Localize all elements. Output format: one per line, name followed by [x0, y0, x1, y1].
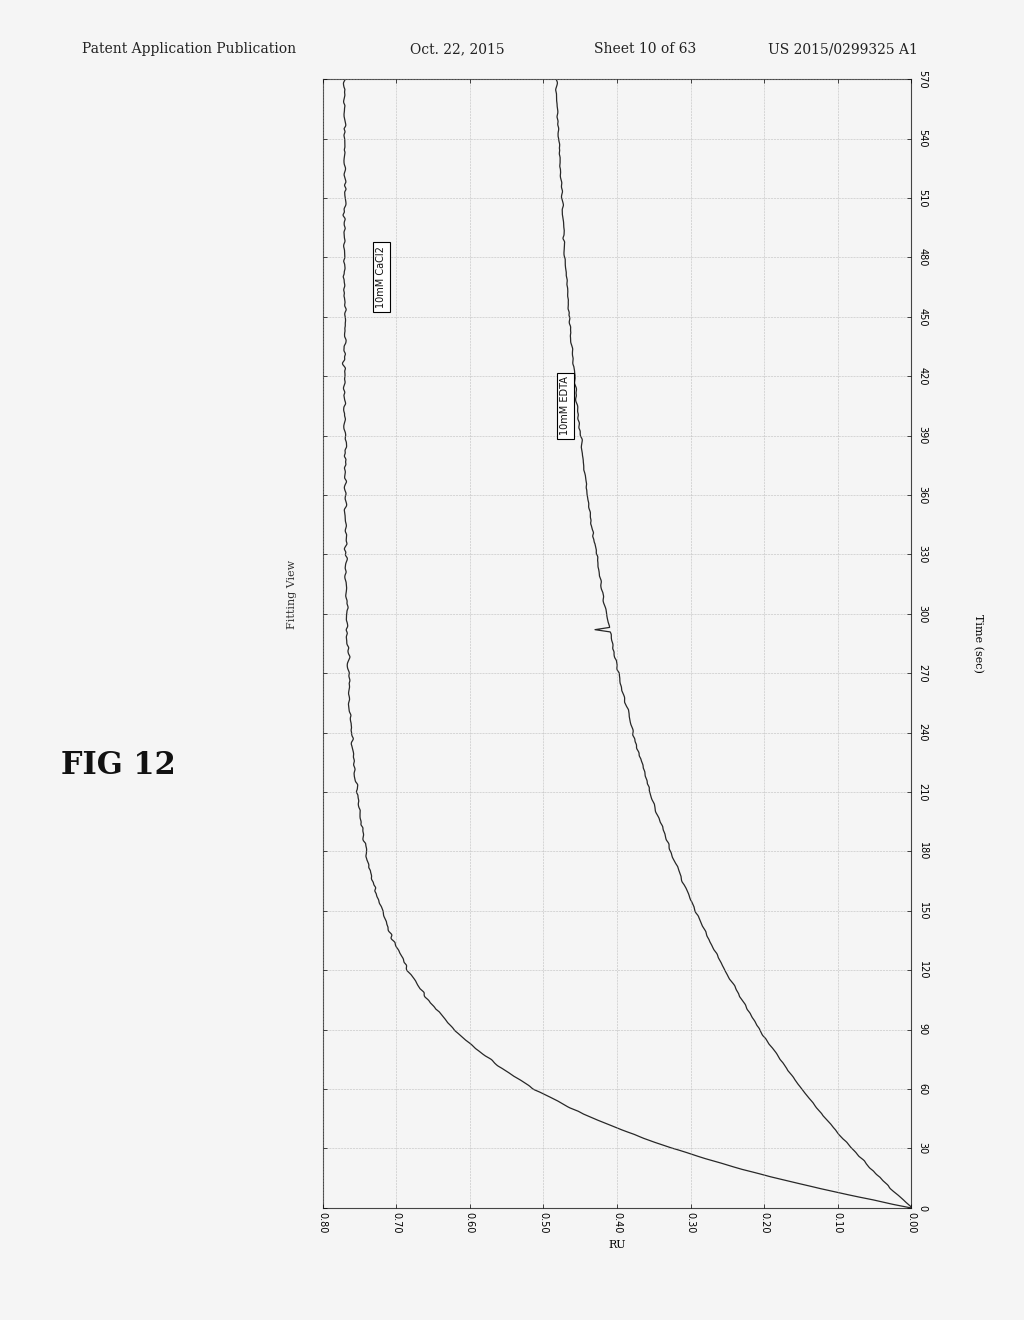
Text: 10mM CaCl2: 10mM CaCl2: [377, 247, 386, 308]
Text: FIG 12: FIG 12: [61, 750, 176, 781]
Text: Oct. 22, 2015: Oct. 22, 2015: [410, 42, 504, 57]
X-axis label: RU: RU: [608, 1241, 626, 1250]
Text: 10mM EDTA: 10mM EDTA: [560, 376, 570, 436]
Y-axis label: Time (sec): Time (sec): [973, 614, 983, 673]
Text: Sheet 10 of 63: Sheet 10 of 63: [594, 42, 696, 57]
Text: Fitting View: Fitting View: [287, 560, 297, 628]
Text: Patent Application Publication: Patent Application Publication: [82, 42, 296, 57]
Text: US 2015/0299325 A1: US 2015/0299325 A1: [768, 42, 918, 57]
